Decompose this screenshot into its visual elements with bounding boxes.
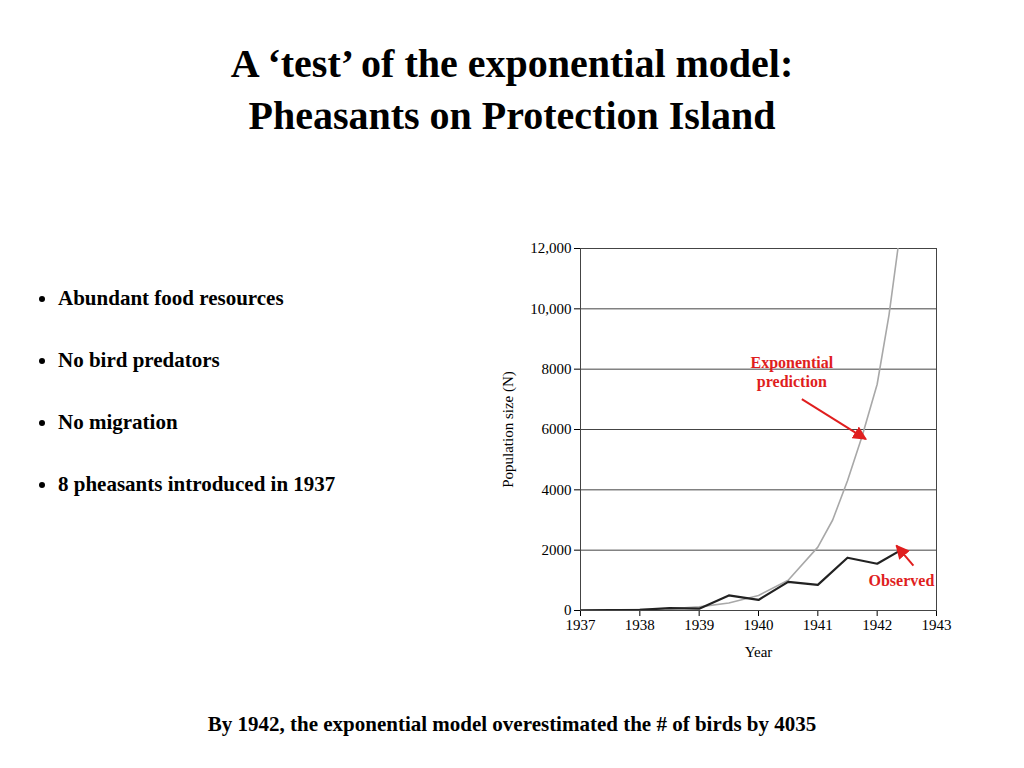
svg-text:12,000: 12,000 (530, 240, 571, 256)
svg-text:Exponentialprediction: Exponentialprediction (750, 354, 833, 391)
svg-text:1942: 1942 (862, 617, 892, 633)
html-text:No bird predators: No bird predators (58, 348, 220, 372)
html-text:No migration: No migration (58, 410, 178, 434)
svg-text:1940: 1940 (744, 617, 774, 633)
html-text:By 1942, the exponential model: By 1942, the exponential model overestim… (207, 712, 817, 736)
svg-text:Year: Year (745, 644, 773, 660)
svg-text:0: 0 (564, 602, 572, 618)
svg-text:1941: 1941 (803, 617, 833, 633)
svg-text:10,000: 10,000 (530, 301, 571, 317)
html-text:8 pheasants introduced in 1937: 8 pheasants introduced in 1937 (58, 472, 336, 496)
svg-text:1939: 1939 (684, 617, 714, 633)
svg-text:6000: 6000 (542, 421, 572, 437)
svg-text:4000: 4000 (542, 482, 572, 498)
svg-text:1938: 1938 (625, 617, 655, 633)
html-text:Abundant food resources: Abundant food resources (58, 286, 284, 310)
svg-text:2000: 2000 (542, 542, 572, 558)
html-text:A ‘test’ of the exponential mo: A ‘test’ of the exponential model: Pheas… (230, 41, 794, 138)
svg-text:Observed: Observed (869, 572, 935, 589)
svg-text:Population size (N): Population size (N) (500, 371, 517, 488)
svg-text:1937: 1937 (566, 617, 597, 633)
svg-text:8000: 8000 (542, 361, 572, 377)
svg-text:1943: 1943 (922, 617, 952, 633)
